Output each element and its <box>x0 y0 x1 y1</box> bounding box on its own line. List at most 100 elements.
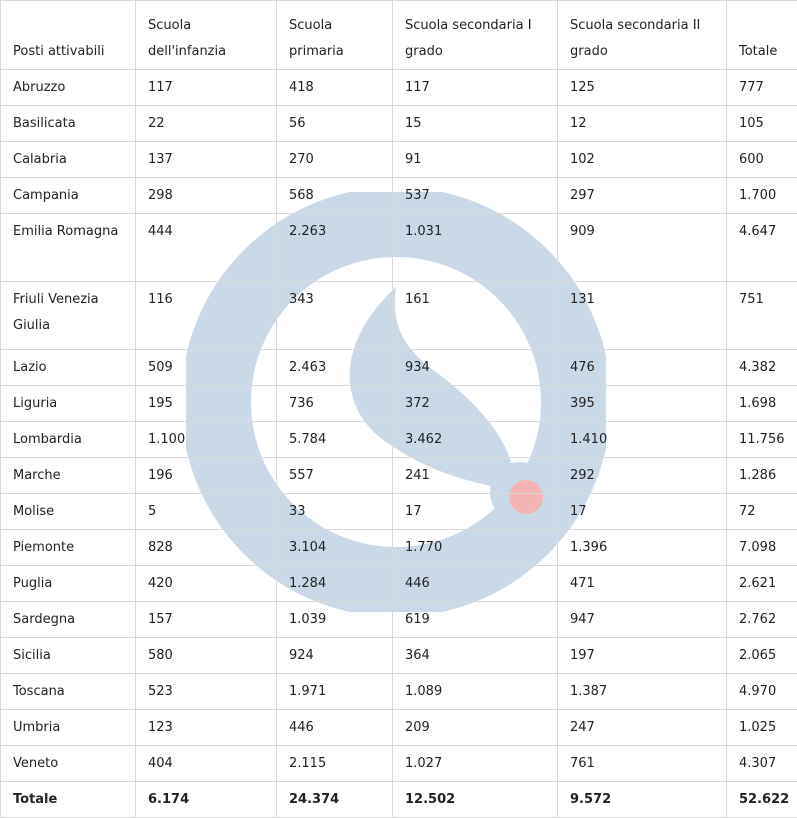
value-cell: 195 <box>136 386 277 422</box>
value-cell: 1.039 <box>277 602 393 638</box>
value-cell: 934 <box>393 350 558 386</box>
value-cell: 909 <box>558 214 727 282</box>
value-cell: 418 <box>277 70 393 106</box>
value-cell: 1.410 <box>558 422 727 458</box>
value-cell: 105 <box>727 106 797 142</box>
value-cell: 297 <box>558 178 727 214</box>
value-cell: 4.382 <box>727 350 797 386</box>
value-cell: 3.462 <box>393 422 558 458</box>
region-cell: Friuli Venezia Giulia <box>1 282 136 350</box>
value-cell: 137 <box>136 142 277 178</box>
total-value: 52.622 <box>727 782 797 818</box>
region-cell: Emilia Romagna <box>1 214 136 282</box>
value-cell: 1.770 <box>393 530 558 566</box>
value-cell: 568 <box>277 178 393 214</box>
value-cell: 420 <box>136 566 277 602</box>
region-cell: Marche <box>1 458 136 494</box>
region-cell: Lazio <box>1 350 136 386</box>
value-cell: 1.387 <box>558 674 727 710</box>
region-cell: Veneto <box>1 746 136 782</box>
value-cell: 117 <box>393 70 558 106</box>
value-cell: 4.970 <box>727 674 797 710</box>
value-cell: 247 <box>558 710 727 746</box>
value-cell: 537 <box>393 178 558 214</box>
region-cell: Abruzzo <box>1 70 136 106</box>
value-cell: 364 <box>393 638 558 674</box>
value-cell: 1.100 <box>136 422 277 458</box>
value-cell: 343 <box>277 282 393 350</box>
value-cell: 947 <box>558 602 727 638</box>
region-cell: Liguria <box>1 386 136 422</box>
value-cell: 15 <box>393 106 558 142</box>
value-cell: 131 <box>558 282 727 350</box>
value-cell: 72 <box>727 494 797 530</box>
value-cell: 197 <box>558 638 727 674</box>
region-cell: Lombardia <box>1 422 136 458</box>
value-cell: 33 <box>277 494 393 530</box>
value-cell: 1.700 <box>727 178 797 214</box>
value-cell: 446 <box>393 566 558 602</box>
header-cell: Totale <box>727 1 797 70</box>
value-cell: 12 <box>558 106 727 142</box>
value-cell: 3.104 <box>277 530 393 566</box>
value-cell: 161 <box>393 282 558 350</box>
value-cell: 1.031 <box>393 214 558 282</box>
value-cell: 2.463 <box>277 350 393 386</box>
value-cell: 157 <box>136 602 277 638</box>
value-cell: 5 <box>136 494 277 530</box>
value-cell: 404 <box>136 746 277 782</box>
value-cell: 476 <box>558 350 727 386</box>
header-cell: Scuola secondaria I grado <box>393 1 558 70</box>
total-value: 6.174 <box>136 782 277 818</box>
value-cell: 17 <box>558 494 727 530</box>
value-cell: 123 <box>136 710 277 746</box>
header-cell: Scuola primaria <box>277 1 393 70</box>
value-cell: 924 <box>277 638 393 674</box>
value-cell: 736 <box>277 386 393 422</box>
total-label: Totale <box>1 782 136 818</box>
value-cell: 471 <box>558 566 727 602</box>
value-cell: 828 <box>136 530 277 566</box>
value-cell: 125 <box>558 70 727 106</box>
value-cell: 580 <box>136 638 277 674</box>
total-value: 12.502 <box>393 782 558 818</box>
value-cell: 619 <box>393 602 558 638</box>
value-cell: 2.065 <box>727 638 797 674</box>
value-cell: 7.098 <box>727 530 797 566</box>
value-cell: 600 <box>727 142 797 178</box>
region-cell: Calabria <box>1 142 136 178</box>
value-cell: 2.621 <box>727 566 797 602</box>
value-cell: 270 <box>277 142 393 178</box>
value-cell: 116 <box>136 282 277 350</box>
value-cell: 523 <box>136 674 277 710</box>
value-cell: 5.784 <box>277 422 393 458</box>
region-cell: Toscana <box>1 674 136 710</box>
total-value: 9.572 <box>558 782 727 818</box>
region-cell: Piemonte <box>1 530 136 566</box>
value-cell: 1.396 <box>558 530 727 566</box>
value-cell: 209 <box>393 710 558 746</box>
value-cell: 91 <box>393 142 558 178</box>
header-cell: Scuola secondaria II grado <box>558 1 727 70</box>
value-cell: 509 <box>136 350 277 386</box>
value-cell: 56 <box>277 106 393 142</box>
value-cell: 117 <box>136 70 277 106</box>
value-cell: 1.025 <box>727 710 797 746</box>
value-cell: 2.263 <box>277 214 393 282</box>
value-cell: 298 <box>136 178 277 214</box>
region-cell: Puglia <box>1 566 136 602</box>
